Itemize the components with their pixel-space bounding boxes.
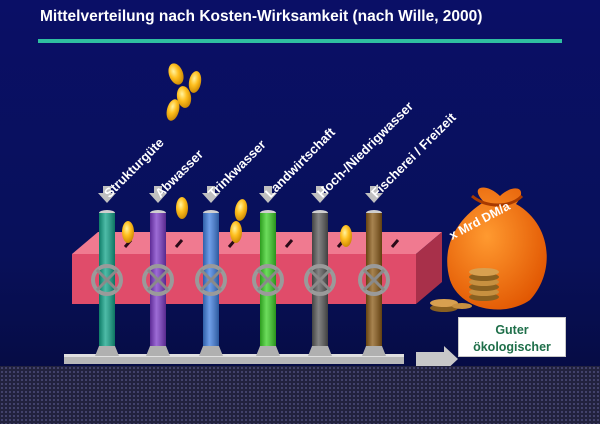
pipe-foot [256,346,280,356]
coin-slot [174,239,184,248]
pipe-foot [308,346,332,356]
pipe-foot [95,346,119,356]
pipe-foot [362,346,386,356]
coin-icon [176,86,192,108]
pipe-5 [358,186,400,356]
down-arrow-icon [365,186,383,203]
coin-icon [230,221,242,243]
valve-wheel-icon [142,264,174,296]
coin-icon [234,199,248,221]
valve-wheel-icon [304,264,336,296]
coin-stack-icon [430,268,499,312]
pipe-2 [195,186,237,356]
collector-pipe [64,346,458,372]
coin-icon [188,71,202,93]
coin-icon [122,221,134,243]
pipe-1 [142,186,184,356]
down-arrow-icon [259,186,277,203]
pipes-group [91,186,400,356]
title-underline [38,39,562,43]
coin-icon [168,63,184,85]
valve-wheel-icon [358,264,390,296]
pipe-0 [91,186,133,356]
falling-coins [166,63,202,121]
callout-line-2: ökologischer [473,340,551,354]
coin-icon [340,225,352,247]
pipe-3 [252,186,294,356]
valve-wheel-icon [91,264,123,296]
valve-wheel-icon [195,264,227,296]
pipe-4 [304,186,346,356]
down-arrow-icon [149,186,167,203]
ground-strip [0,366,600,424]
coin-icon [166,99,180,121]
coin-icon [176,197,188,219]
pipe-foot [199,346,223,356]
down-arrow-icon [202,186,220,203]
coin-slot [284,239,294,248]
slide-title: Mittelverteilung nach Kosten-Wirksamkeit… [40,8,483,25]
valve-wheel-icon [252,264,284,296]
down-arrow-icon [98,186,116,203]
right-arrow-icon [416,346,458,372]
coin-slot [390,239,400,248]
down-arrow-icon [311,186,329,203]
callout-line-1: Guter [495,323,529,337]
pipe-foot [146,346,170,356]
coins-in-slots [122,197,352,247]
goal-callout: Guter ökologischer [458,317,566,357]
